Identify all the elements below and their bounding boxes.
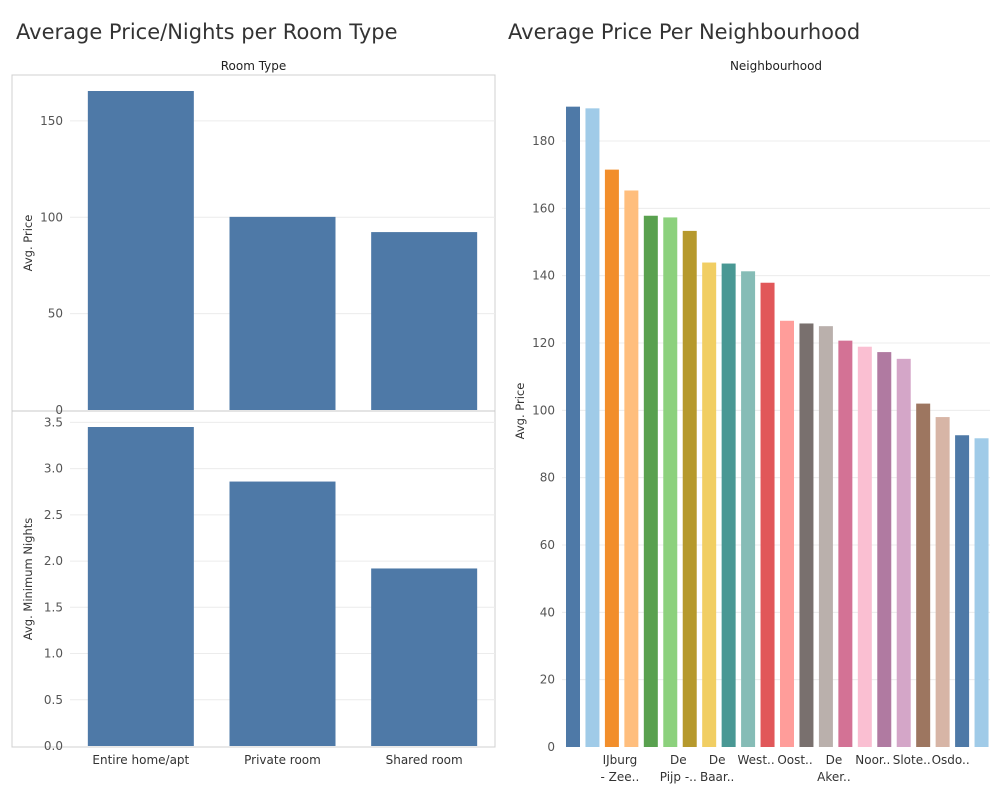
y-tick-label: 80 [540, 471, 555, 485]
y-tick-label: 160 [532, 201, 555, 215]
bar-neighbourhood [702, 262, 717, 747]
bar-neighbourhood [741, 271, 756, 747]
y-tick-label: 20 [540, 673, 555, 687]
neighbourhood-label: De Baar.. [700, 753, 734, 784]
category-label: Private room [244, 753, 321, 767]
y-tick-label: 2.5 [44, 508, 63, 522]
bar-neighbourhood [916, 403, 931, 747]
y-axis-title: Avg. Minimum Nights [21, 518, 35, 640]
neighbourhood-label: De Pijp -.. [660, 753, 697, 784]
neighbourhood-header: Neighbourhood [730, 59, 822, 73]
bar-entire-home-apt-price [87, 91, 194, 410]
y-tick-label: 60 [540, 538, 555, 552]
neighbourhood-label: De Aker.. [817, 753, 851, 784]
y-tick-label: 180 [532, 134, 555, 148]
y-tick-label: 100 [40, 210, 63, 224]
y-tick-label: 0 [547, 740, 555, 754]
left-chart-title: Average Price/Nights per Room Type [16, 20, 398, 44]
y-tick-label: 3.5 [44, 415, 63, 429]
bar-neighbourhood [663, 217, 678, 747]
bar-neighbourhood [585, 108, 600, 748]
bar-neighbourhood [877, 352, 892, 747]
y-tick-label: 50 [48, 307, 63, 321]
y-tick-label: 0.5 [44, 693, 63, 707]
neighbourhood-label: Oost.. [777, 753, 812, 767]
y-tick-label: 100 [532, 403, 555, 417]
bar-neighbourhood [604, 169, 619, 747]
y-tick-label: 2.0 [44, 554, 63, 568]
bar-entire-home-apt-nights [87, 427, 194, 746]
right-chart-title: Average Price Per Neighbourhood [508, 20, 861, 44]
room-type-chart: Room Type 0 50 100 150 Avg. Price 0.0 0.5 1.0 1.5… [11, 59, 496, 767]
y-axis-title: Avg. Price [513, 383, 527, 440]
bar-neighbourhood [974, 438, 989, 747]
bar-neighbourhood [818, 326, 833, 747]
bar-neighbourhood [780, 320, 794, 747]
bar-neighbourhood [682, 230, 697, 747]
bar-neighbourhood [935, 417, 950, 747]
neighbourhood-chart: Neighbourhood 0 20 40 60 80 100 120 140 160 180 Avg… [513, 59, 990, 784]
neighbourhood-label: Noor.. [855, 753, 890, 767]
category-label: Shared room [386, 753, 463, 767]
y-tick-label: 40 [540, 605, 555, 619]
bar-neighbourhood [760, 282, 775, 747]
y-tick-label: 0 [55, 403, 63, 417]
y-tick-label: 140 [532, 269, 555, 283]
neighbourhood-label: Osdo.. [932, 753, 970, 767]
bar-neighbourhood [896, 358, 911, 747]
y-tick-label: 1.5 [44, 600, 63, 614]
room-type-header: Room Type [221, 59, 287, 73]
bar-neighbourhood [643, 215, 658, 748]
y-axis-title: Avg. Price [21, 215, 35, 272]
y-tick-label: 3.0 [44, 462, 63, 476]
y-tick-label: 0.0 [44, 739, 63, 753]
neighbourhood-label: West.. [738, 753, 775, 767]
y-tick-label: 1.0 [44, 647, 63, 661]
bar-shared-room-nights [371, 568, 478, 746]
y-tick-label: 150 [40, 114, 63, 128]
bar-neighbourhood [624, 190, 639, 748]
y-tick-label: 120 [532, 336, 555, 350]
bar-neighbourhood [566, 106, 580, 747]
bar-neighbourhood [955, 435, 970, 747]
bar-neighbourhood [721, 263, 736, 747]
neighbourhood-label: IJburg - Zee.. [601, 753, 640, 784]
bar-neighbourhood [799, 323, 814, 747]
category-label: Entire home/apt [92, 753, 189, 767]
bar-neighbourhood [838, 340, 853, 747]
bar-private-room-nights [229, 481, 336, 746]
neighbourhood-label: Slote.. [893, 753, 931, 767]
bar-shared-room-price [371, 232, 478, 410]
bar-private-room-price [229, 216, 336, 410]
bar-neighbourhood [857, 346, 872, 747]
